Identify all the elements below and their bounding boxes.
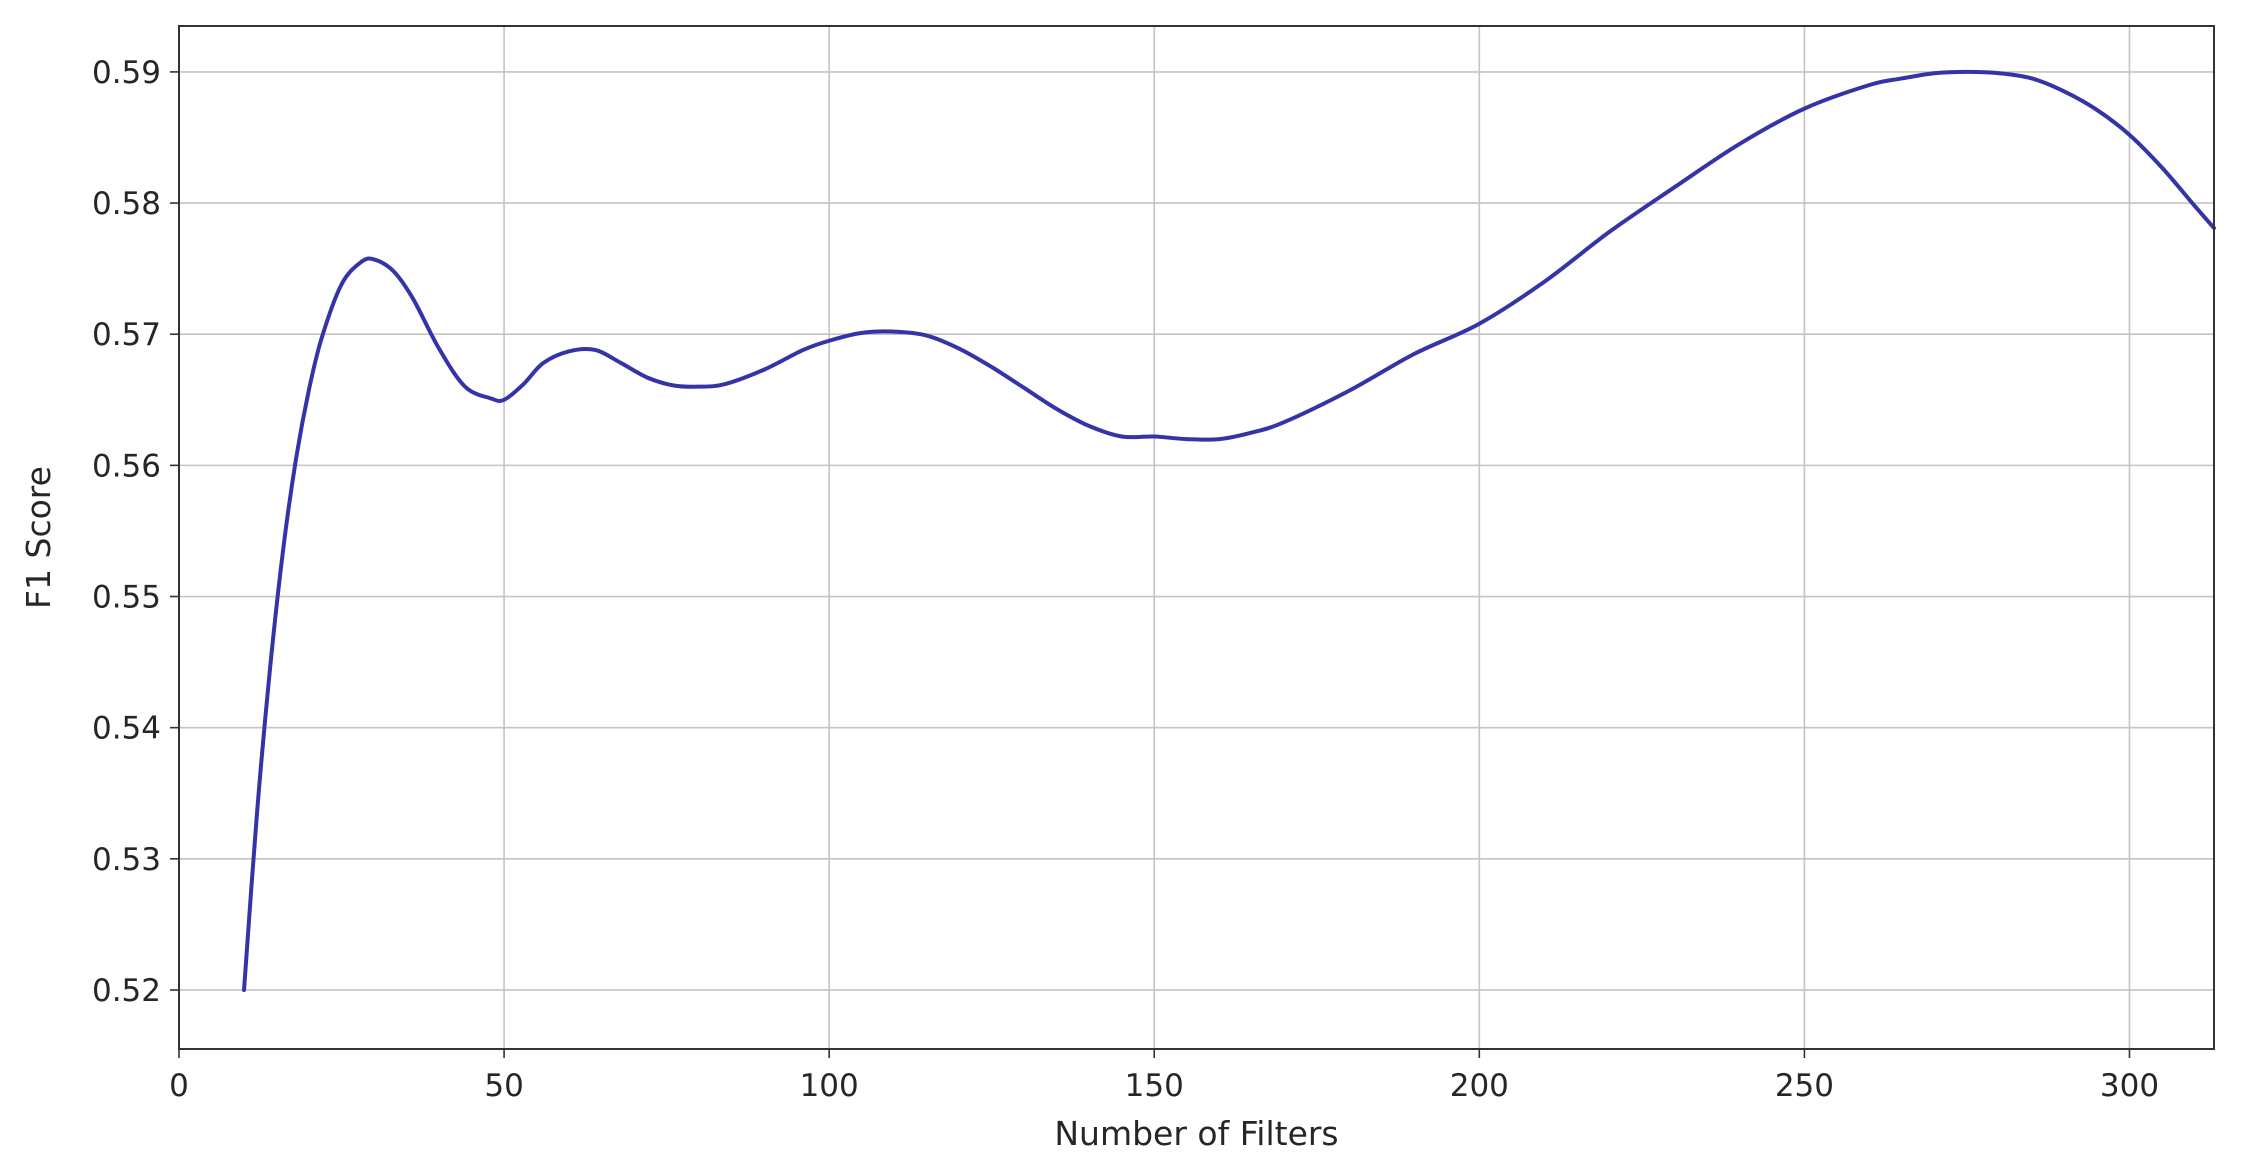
y-tick-label: 0.54 (92, 711, 161, 747)
x-tick-label: 0 (169, 1068, 189, 1104)
x-tick-label: 300 (2100, 1068, 2159, 1104)
y-tick-label: 0.57 (92, 317, 161, 353)
series-layer (242, 69, 2216, 992)
plot-frame (178, 25, 2215, 1050)
x-tick-label: 50 (484, 1068, 523, 1104)
x-tick-label: 100 (800, 1068, 859, 1104)
x-tick-label: 150 (1125, 1068, 1184, 1104)
y-tick-label: 0.59 (92, 55, 161, 91)
y-axis-label: F1 Score (19, 466, 58, 609)
y-tick-label: 0.53 (92, 842, 161, 878)
x-axis-ticks: 0 50 100 150 200 250 300 (169, 1049, 2159, 1104)
y-tick-label: 0.56 (92, 448, 161, 484)
series-line-1 (242, 69, 2216, 992)
y-tick-label: 0.52 (92, 973, 161, 1009)
grid-lines (178, 26, 2214, 1049)
x-tick-label: 200 (1450, 1068, 1509, 1104)
y-tick-label: 0.55 (92, 580, 161, 616)
x-axis-label: Number of Filters (1054, 1114, 1338, 1153)
x-tick-label: 250 (1775, 1068, 1834, 1104)
y-tick-label: 0.58 (92, 186, 161, 222)
y-axis-ticks: 0.52 0.53 0.54 0.55 0.56 0.57 0.58 0.59 (92, 55, 179, 1009)
